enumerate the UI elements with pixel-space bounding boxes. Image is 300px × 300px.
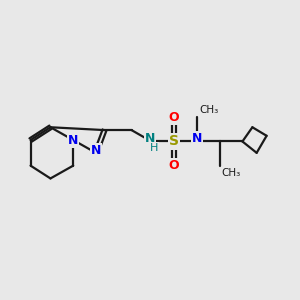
Text: H: H xyxy=(150,143,158,153)
Text: CH₃: CH₃ xyxy=(199,105,218,115)
Text: CH₃: CH₃ xyxy=(221,168,240,178)
Text: N: N xyxy=(91,144,101,157)
Text: O: O xyxy=(169,111,179,124)
Text: N: N xyxy=(192,132,202,145)
Text: N: N xyxy=(145,132,155,145)
Text: S: S xyxy=(169,134,179,148)
Text: O: O xyxy=(169,159,179,172)
Text: N: N xyxy=(68,134,78,146)
